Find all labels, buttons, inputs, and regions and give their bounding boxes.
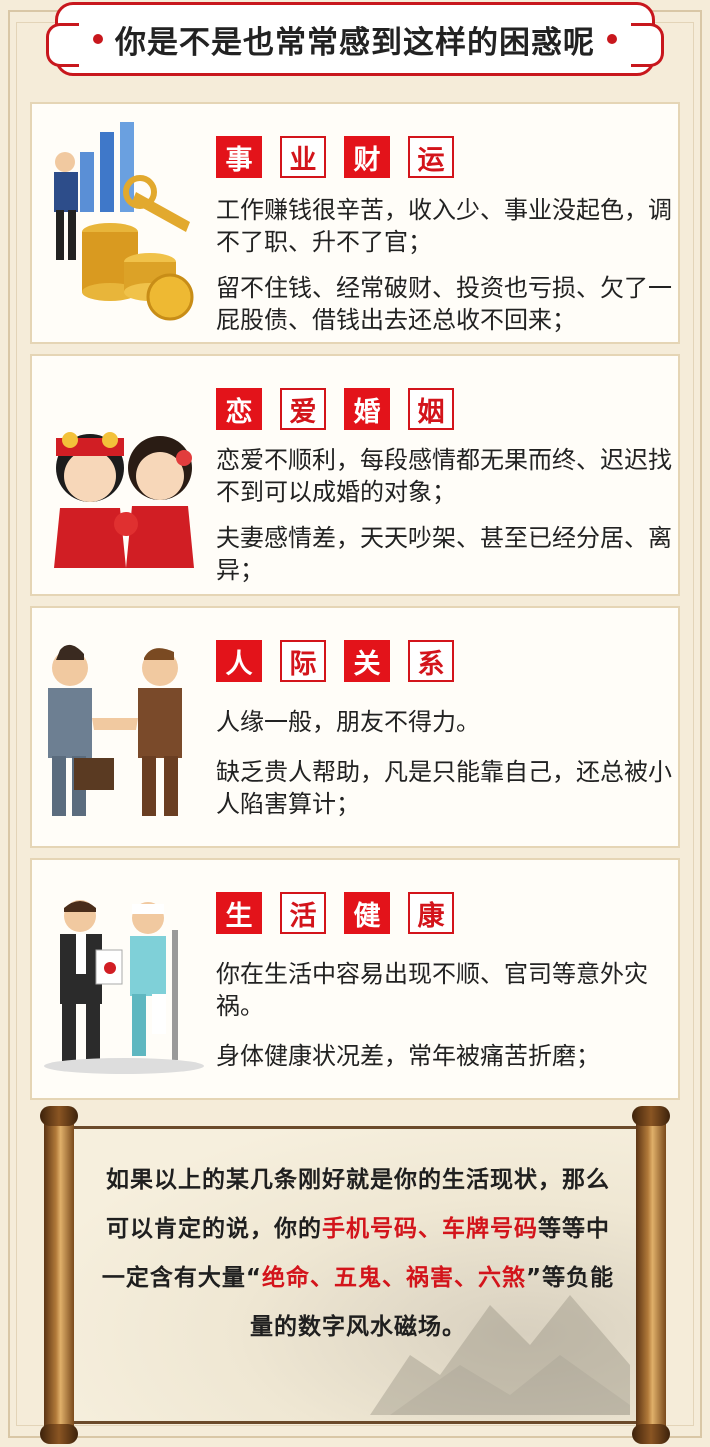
scroll-text-highlight: 手机号码、车牌号码 — [322, 1216, 538, 1242]
desc-line: 缺乏贵人帮助，凡是只能靠自己，还总被小人陷害算计； — [216, 758, 672, 818]
card-description: 工作赚钱很辛苦，收入少、事业没起色，调不了职、升不了官； 留不住钱、经常破财、投… — [216, 194, 676, 336]
scroll-message: 如果以上的某几条刚好就是你的生活现状，那么可以肯定的说，你的手机号码、车牌号码等… — [98, 1156, 618, 1352]
tag-char: 爱 — [280, 388, 326, 430]
tag-group: 恋 爱 婚 姻 — [216, 388, 454, 430]
header-banner: 你是不是也常常感到这样的困惑呢 — [46, 2, 664, 76]
card-description: 你在生活中容易出现不顺、官司等意外灾祸。 身体健康状况差，常年被痛苦折磨； — [216, 958, 676, 1072]
tag-char: 人 — [216, 640, 262, 682]
card-health: 生 活 健 康 你在生活中容易出现不顺、官司等意外灾祸。 身体健康状况差，常年被… — [30, 858, 680, 1100]
card-relations: 人 际 关 系 人缘一般，朋友不得力。 缺乏贵人帮助，凡是只能靠自己，还总被小人… — [30, 606, 680, 848]
tag-char: 事 — [216, 136, 262, 178]
banner-dot-left — [93, 34, 103, 44]
injured-person-icon — [40, 890, 208, 1090]
banner-dot-right — [607, 34, 617, 44]
card-description: 恋爱不顺利，每段感情都无果而终、迟迟找不到可以成婚的对象； 夫妻感情差，天天吵架… — [216, 444, 676, 586]
mountain-painting-icon — [370, 1295, 630, 1415]
desc-line: 身体健康状况差，常年被痛苦折磨； — [216, 1042, 600, 1070]
tag-char: 活 — [280, 892, 326, 934]
tag-group: 人 际 关 系 — [216, 640, 454, 682]
card-love: 恋 爱 婚 姻 恋爱不顺利，每段感情都无果而终、迟迟找不到可以成婚的对象； 夫妻… — [30, 354, 680, 596]
tag-group: 事 业 财 运 — [216, 136, 454, 178]
wedding-couple-icon — [40, 428, 208, 578]
tag-char: 系 — [408, 640, 454, 682]
tag-char: 运 — [408, 136, 454, 178]
desc-line: 恋爱不顺利，每段感情都无果而终、迟迟找不到可以成婚的对象； — [216, 446, 672, 506]
tag-char: 婚 — [344, 388, 390, 430]
tag-char: 康 — [408, 892, 454, 934]
desc-line: 工作赚钱很辛苦，收入少、事业没起色，调不了职、升不了官； — [216, 196, 672, 256]
scroll-rod-left — [40, 1106, 78, 1444]
tag-char: 生 — [216, 892, 262, 934]
scroll-text-segment: ”等负能量的数字风水磁场。 — [250, 1265, 615, 1340]
tag-char: 姻 — [408, 388, 454, 430]
scroll-banner: 如果以上的某几条刚好就是你的生活现状，那么可以肯定的说，你的手机号码、车牌号码等… — [38, 1106, 672, 1444]
desc-line: 人缘一般，朋友不得力。 — [216, 708, 480, 736]
tag-char: 际 — [280, 640, 326, 682]
scroll-text-segment: 如果以上的某几条刚好就是你的生活现状，那么可以肯定的说，你的 — [106, 1167, 610, 1242]
desc-line: 你在生活中容易出现不顺、官司等意外灾祸。 — [216, 960, 648, 1020]
card-description: 人缘一般，朋友不得力。 缺乏贵人帮助，凡是只能靠自己，还总被小人陷害算计； — [216, 706, 676, 820]
tag-char: 关 — [344, 640, 390, 682]
card-career: 事 业 财 运 工作赚钱很辛苦，收入少、事业没起色，调不了职、升不了官； 留不住… — [30, 102, 680, 344]
businessman-with-coins-icon — [40, 122, 208, 322]
tag-group: 生 活 健 康 — [216, 892, 454, 934]
scroll-text-segment: 等等中一定含有大量“ — [101, 1216, 610, 1291]
page-title: 你是不是也常常感到这样的困惑呢 — [115, 24, 595, 61]
scroll-text-highlight: 绝命、五鬼、祸害、六煞 — [262, 1265, 526, 1291]
tag-char: 财 — [344, 136, 390, 178]
scroll-paper — [74, 1126, 636, 1424]
tag-char: 业 — [280, 136, 326, 178]
desc-line: 留不住钱、经常破财、投资也亏损、欠了一屁股债、借钱出去还总收不回来； — [216, 274, 672, 334]
tag-char: 恋 — [216, 388, 262, 430]
handshake-icon — [40, 638, 208, 838]
scroll-rod-right — [632, 1106, 670, 1444]
tag-char: 健 — [344, 892, 390, 934]
desc-line: 夫妻感情差，天天吵架、甚至已经分居、离异； — [216, 524, 672, 584]
